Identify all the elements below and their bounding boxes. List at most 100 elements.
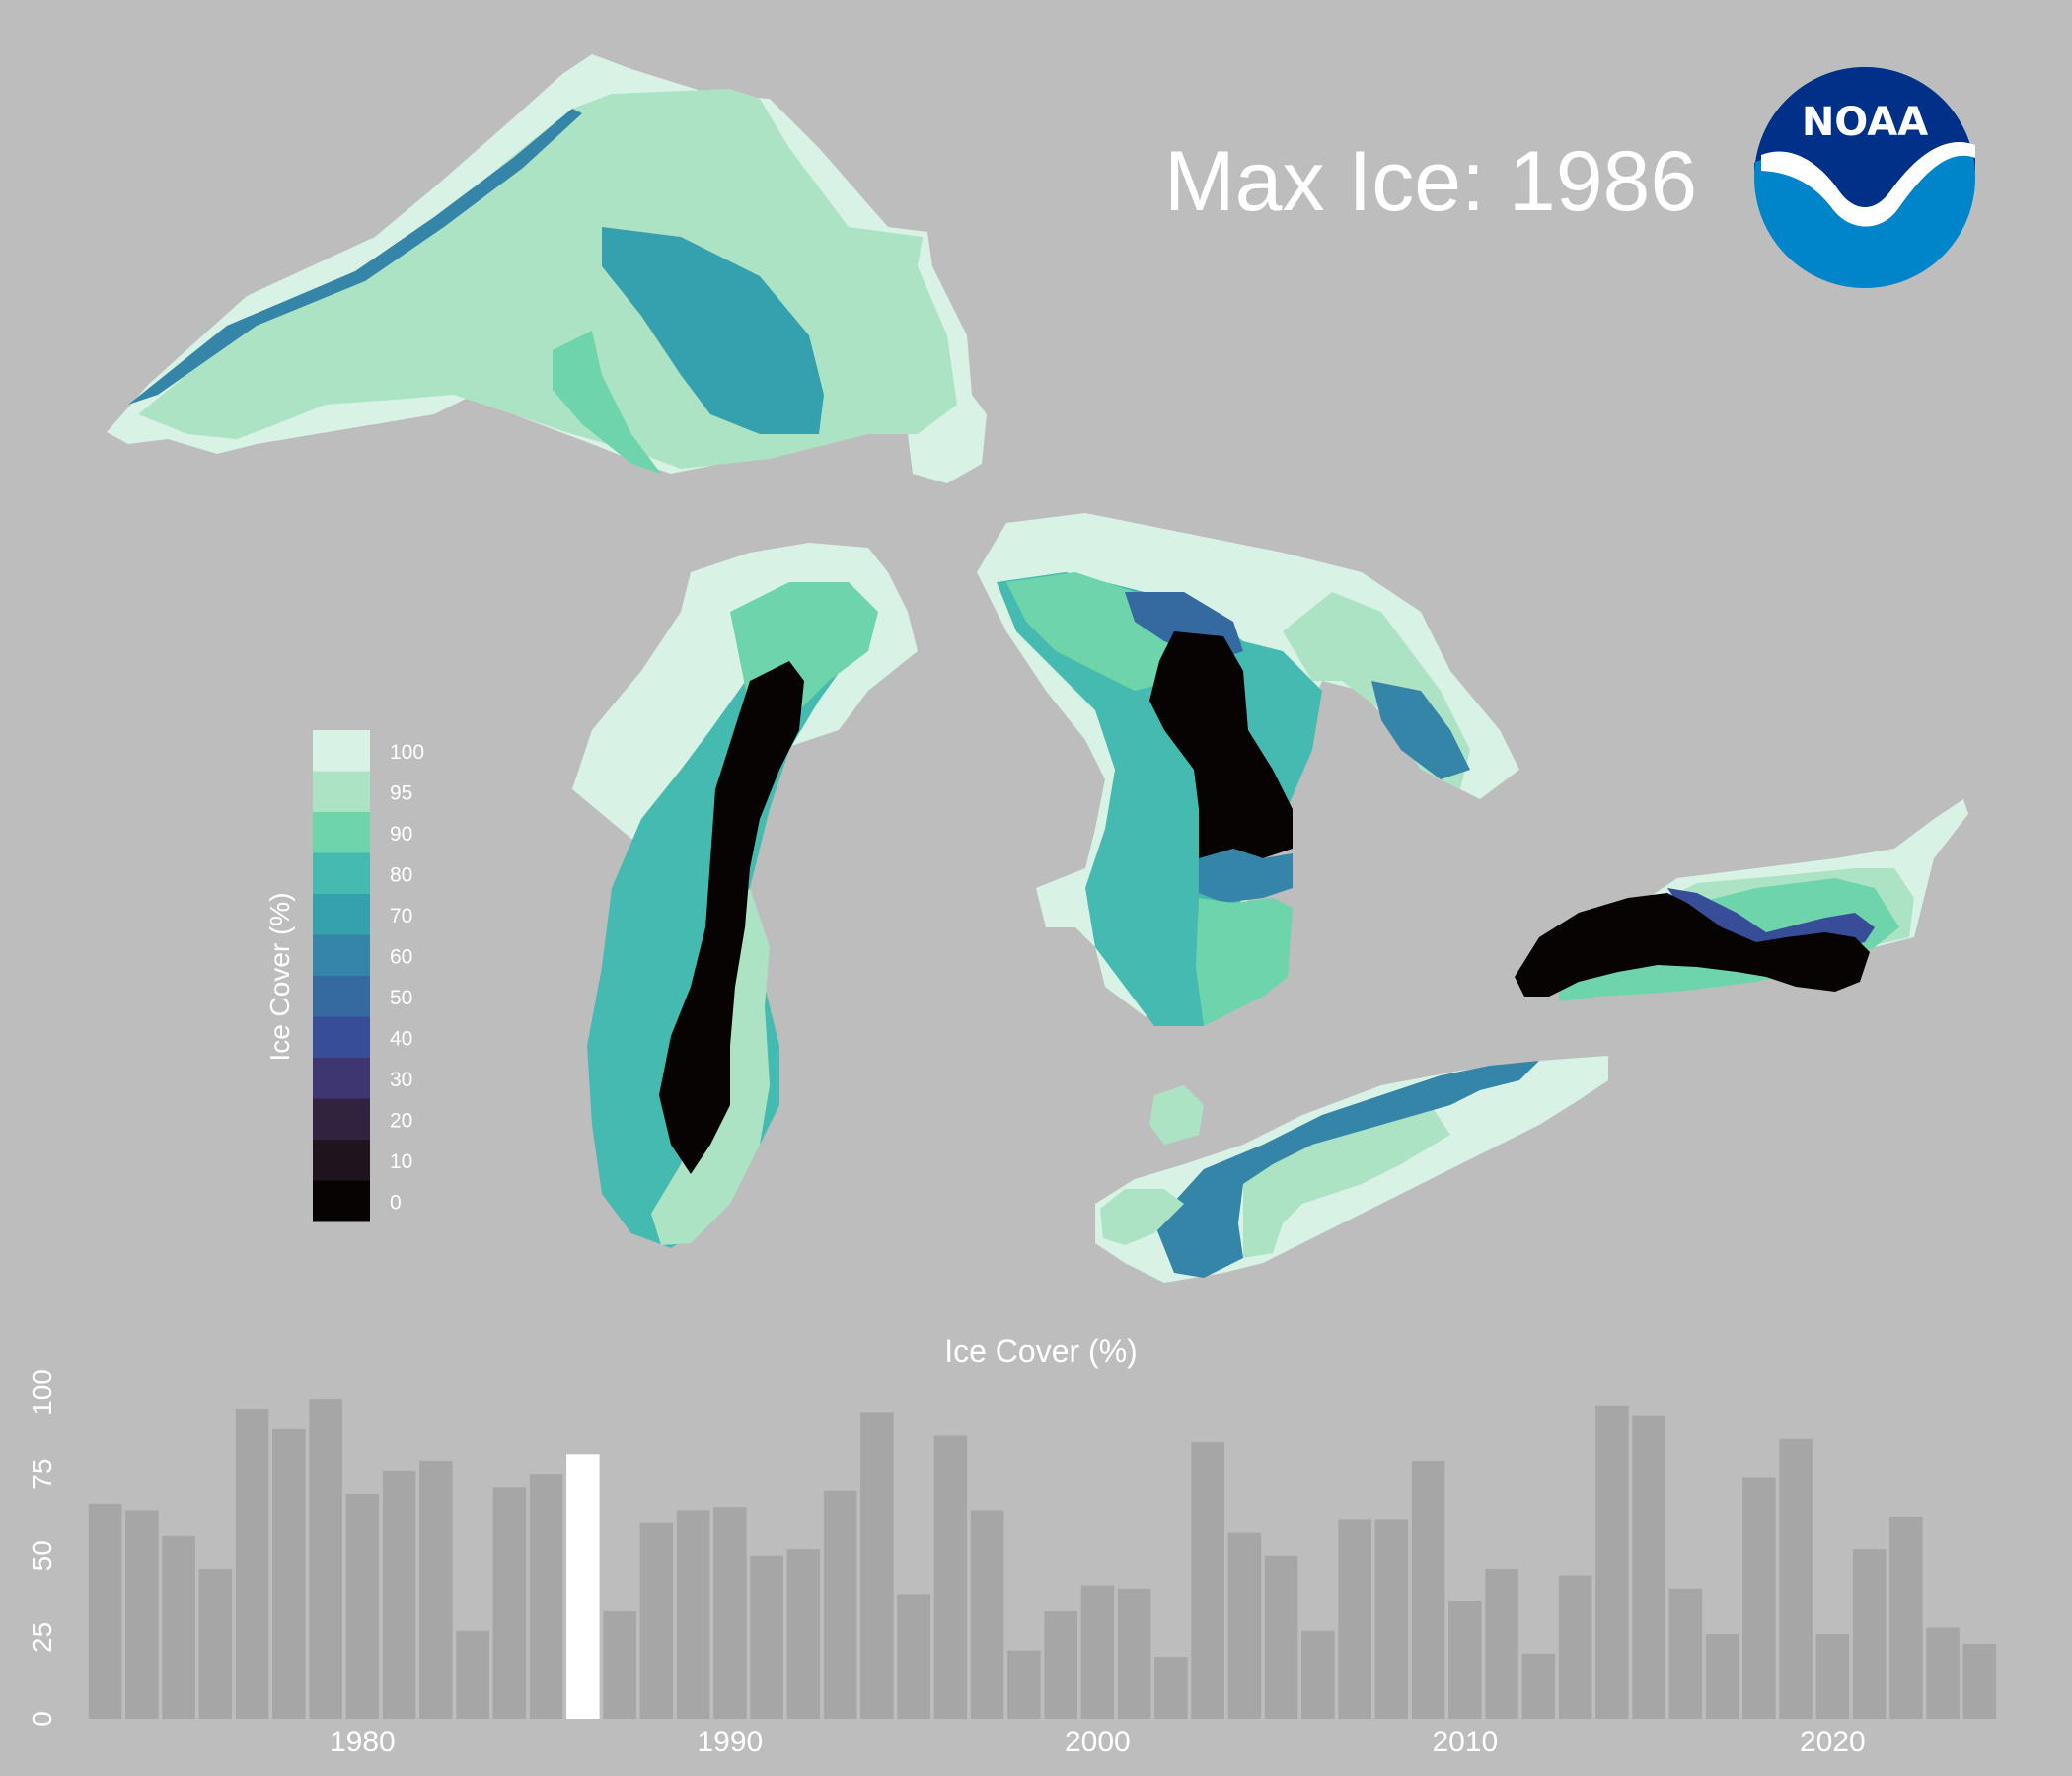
legend-label-80: 80: [390, 863, 412, 886]
y-tick-50: 50: [27, 1540, 57, 1571]
lake-ontario: [1515, 799, 1968, 1001]
legend-swatch-10: [313, 1140, 370, 1181]
bar-2011: [1485, 1568, 1518, 1719]
bar-1983: [456, 1630, 489, 1719]
bar-1996: [933, 1435, 968, 1719]
bar-2010: [1448, 1601, 1482, 1719]
bar-1987: [603, 1610, 636, 1719]
legend-label-100: 100: [390, 741, 424, 764]
bar-2001: [1117, 1588, 1151, 1719]
y-tick-75: 75: [27, 1459, 57, 1490]
superior-shore-band: [128, 109, 582, 405]
bar-1993: [823, 1490, 857, 1719]
legend-label-50: 50: [390, 987, 412, 1009]
bar-2015: [1632, 1415, 1665, 1719]
bars: [88, 1399, 1997, 1719]
legend-label-40: 40: [390, 1027, 412, 1050]
bar-1994: [860, 1412, 894, 1719]
x-tick-1980: 1980: [330, 1726, 396, 1758]
erie-ice-60: [1154, 1061, 1539, 1278]
bar-2002: [1154, 1657, 1188, 1719]
bar-1975: [162, 1535, 195, 1719]
huron-ice-90-south: [1196, 898, 1293, 1026]
y-tick-0: 0: [27, 1711, 57, 1727]
bar-2004: [1227, 1532, 1262, 1719]
y-tick-100: 100: [27, 1369, 57, 1416]
lake-erie: [1095, 1056, 1608, 1283]
bar-2022: [1889, 1517, 1923, 1719]
legend-swatch-60: [313, 934, 370, 977]
bar-2000: [1080, 1585, 1115, 1719]
michigan-ice-0: [659, 661, 804, 1174]
x-tick-1990: 1990: [698, 1726, 764, 1758]
x-axis-ticks: 1980 1990 2000 2010 2020: [330, 1726, 1866, 1758]
legend-label-90: 90: [390, 823, 412, 846]
bar-2016: [1668, 1588, 1703, 1719]
bar-2017: [1705, 1634, 1739, 1719]
bar-1992: [786, 1549, 821, 1719]
bar-2023: [1926, 1627, 1960, 1719]
legend-swatch-90: [313, 812, 370, 853]
lake-superior: [107, 54, 987, 483]
x-tick-2000: 2000: [1065, 1726, 1131, 1758]
bar-1991: [750, 1555, 783, 1719]
bar-1977: [235, 1409, 269, 1719]
noaa-logo: NOAA: [1754, 67, 1975, 288]
great-lakes-map: [107, 54, 1968, 1283]
y-tick-25: 25: [27, 1622, 57, 1653]
ontario-ice-0: [1515, 893, 1870, 997]
logo-inner-field: [1754, 67, 1975, 210]
logo-text: NOAA: [1802, 100, 1928, 145]
x-tick-2010: 2010: [1433, 1726, 1499, 1758]
legend-swatch-20: [313, 1098, 370, 1141]
legend-swatch-80: [313, 852, 370, 895]
bar-1990: [713, 1507, 747, 1719]
bar-1985: [529, 1474, 563, 1719]
bar-1984: [492, 1487, 527, 1719]
lake-huron: [977, 513, 1519, 1026]
bar-2006: [1301, 1630, 1335, 1719]
bar-2012: [1521, 1653, 1556, 1719]
bar-chart-title: Ice Cover (%): [944, 1333, 1138, 1369]
bar-2024: [1962, 1643, 1997, 1719]
legend-title: Ice Cover (%): [264, 892, 295, 1061]
superior-ice-90: [553, 331, 661, 474]
legend-swatch-40: [313, 1016, 370, 1059]
bar-2014: [1595, 1405, 1629, 1719]
bar-1998: [1007, 1650, 1041, 1719]
legend-swatch-100: [313, 730, 370, 772]
legend-label-95: 95: [390, 781, 412, 804]
legend-label-30: 30: [390, 1069, 412, 1091]
legend-label-70: 70: [390, 905, 412, 927]
map-title: Max Ice: 1986: [1164, 134, 1698, 229]
legend-label-10: 10: [390, 1150, 412, 1173]
bar-1997: [970, 1510, 1004, 1719]
huron-ice-0: [1149, 631, 1293, 868]
bar-1999: [1044, 1610, 1077, 1719]
lake-michigan: [572, 543, 918, 1248]
bar-2020: [1815, 1634, 1850, 1719]
legend-swatch-70: [313, 894, 370, 935]
bar-1995: [897, 1594, 930, 1719]
legend-label-20: 20: [390, 1109, 412, 1132]
huron-ice-60-bay: [1371, 681, 1470, 779]
bar-1989: [676, 1510, 710, 1719]
huron-ice-60-south: [1199, 849, 1293, 903]
bar-1981: [382, 1470, 416, 1719]
legend-label-60: 60: [390, 945, 412, 968]
bar-2005: [1264, 1555, 1298, 1719]
bar-2021: [1852, 1549, 1887, 1719]
bar-2008: [1374, 1519, 1409, 1719]
bar-2019: [1779, 1438, 1813, 1719]
x-tick-2020: 2020: [1800, 1726, 1866, 1758]
erie-stclair-ice-95: [1149, 1085, 1204, 1145]
superior-ice-95: [138, 89, 957, 469]
legend-label-0: 0: [390, 1191, 402, 1214]
legend-swatch-50: [313, 976, 370, 1017]
ice-cover-bar-chart: Ice Cover (%) 0 25 50 75 100 1980 1990 2000 201…: [27, 1333, 1997, 1758]
y-axis-ticks: 0 25 50 75 100: [27, 1369, 57, 1727]
legend-swatch-30: [313, 1058, 370, 1099]
bar-highlight-1986: [566, 1454, 600, 1719]
bar-2007: [1338, 1519, 1371, 1719]
